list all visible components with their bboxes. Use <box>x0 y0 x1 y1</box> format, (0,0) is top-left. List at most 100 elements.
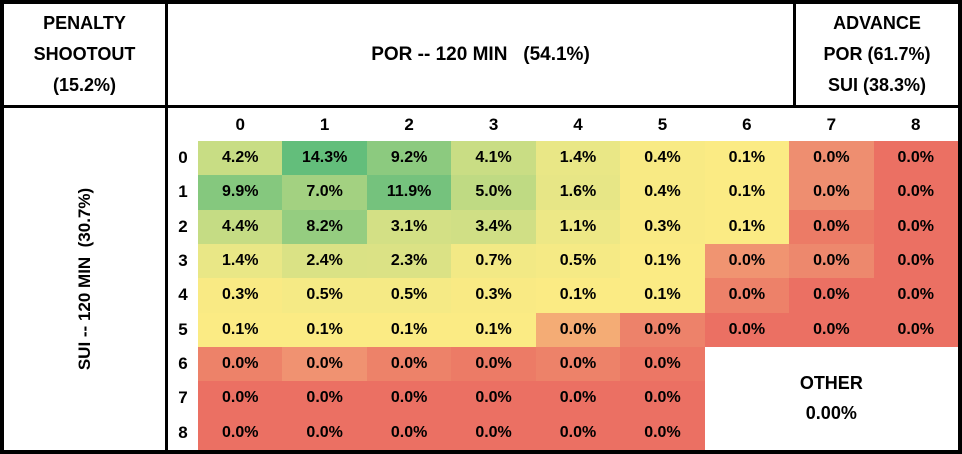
col-header-4: 4 <box>535 108 621 141</box>
cell-sui5-por4: 0.0% <box>535 312 621 347</box>
cell-sui8-por4: 0.0% <box>535 415 621 450</box>
cell-sui0-por6: 0.1% <box>704 141 790 176</box>
cell-sui6-por1: 0.0% <box>282 346 367 382</box>
sui-axis-column: SUI -- 120 MIN (30.7%) <box>4 108 168 450</box>
cell-sui5-por2: 0.1% <box>366 312 452 347</box>
header-row: PENALTY SHOOTOUT (15.2%) POR -- 120 MIN … <box>4 4 958 108</box>
cell-sui1-por4: 1.6% <box>535 175 621 210</box>
cell-sui4-por1: 0.5% <box>282 278 367 313</box>
cell-sui0-por3: 4.1% <box>451 141 536 176</box>
cell-sui3-por1: 2.4% <box>282 243 367 279</box>
penalty-pct: (15.2%) <box>52 75 117 95</box>
col-header-2: 2 <box>366 108 452 141</box>
col-header-3: 3 <box>451 108 536 141</box>
cell-sui2-por2: 3.1% <box>366 209 452 244</box>
cell-sui1-por8: 0.0% <box>873 175 958 210</box>
penalty-shootout-box: PENALTY SHOOTOUT (15.2%) <box>4 4 168 105</box>
cell-sui4-por5: 0.1% <box>620 278 705 313</box>
cell-sui2-por7: 0.0% <box>789 209 874 244</box>
cell-sui7-por3: 0.0% <box>451 381 536 416</box>
cell-sui4-por7: 0.0% <box>789 278 874 313</box>
cell-sui4-por0: 0.3% <box>198 278 283 313</box>
cell-sui1-por6: 0.1% <box>704 175 790 210</box>
cell-sui6-por5: 0.0% <box>620 346 705 382</box>
other-value: 0.00% <box>805 403 857 424</box>
cell-sui3-por4: 0.5% <box>535 243 621 279</box>
col-header-7: 7 <box>789 108 874 141</box>
col-header-6: 6 <box>704 108 790 141</box>
col-header-0: 0 <box>198 108 283 141</box>
cell-sui3-por2: 2.3% <box>366 243 452 279</box>
cell-sui0-por2: 9.2% <box>366 141 452 176</box>
col-header-5: 5 <box>620 108 705 141</box>
cell-sui3-por7: 0.0% <box>789 243 874 279</box>
cell-sui7-por1: 0.0% <box>282 381 367 416</box>
cell-sui1-por0: 9.9% <box>198 175 283 210</box>
cell-sui0-por7: 0.0% <box>789 141 874 176</box>
cell-sui5-por0: 0.1% <box>198 312 283 347</box>
cell-sui0-por5: 0.4% <box>620 141 705 176</box>
cell-sui3-por8: 0.0% <box>873 243 958 279</box>
cell-sui6-por0: 0.0% <box>198 346 283 382</box>
cell-sui0-por4: 1.4% <box>535 141 621 176</box>
cell-sui1-por2: 11.9% <box>366 175 452 210</box>
cell-sui6-por2: 0.0% <box>366 346 452 382</box>
cell-sui6-por4: 0.0% <box>535 346 621 382</box>
cell-sui8-por5: 0.0% <box>620 415 705 450</box>
cell-sui7-por0: 0.0% <box>198 381 283 416</box>
cell-sui8-por2: 0.0% <box>366 415 452 450</box>
cell-sui6-por3: 0.0% <box>451 346 536 382</box>
cell-sui3-por5: 0.1% <box>620 243 705 279</box>
penalty-line-1: PENALTY <box>43 13 126 33</box>
row-header-7: 7 <box>168 381 198 416</box>
cell-sui4-por3: 0.3% <box>451 278 536 313</box>
col-header-8: 8 <box>873 108 958 141</box>
row-header-1: 1 <box>168 175 198 210</box>
cell-sui5-por8: 0.0% <box>873 312 958 347</box>
cell-sui2-por1: 8.2% <box>282 209 367 244</box>
cell-sui8-por0: 0.0% <box>198 415 283 450</box>
row-header-0: 0 <box>168 141 198 176</box>
cell-sui5-por3: 0.1% <box>451 312 536 347</box>
advance-title: ADVANCE <box>833 13 921 33</box>
heatmap-grid: OTHER 0.00% 0 1 2 3 4 5 6 7 8 0 4.2% 14.3% 9.2% 4.1% 1… <box>168 108 958 450</box>
cell-sui5-por7: 0.0% <box>789 312 874 347</box>
cell-sui7-por5: 0.0% <box>620 381 705 416</box>
other-label: OTHER <box>799 373 863 394</box>
cell-sui4-por8: 0.0% <box>873 278 958 313</box>
cell-sui1-por3: 5.0% <box>451 175 536 210</box>
cell-sui3-por0: 1.4% <box>198 243 283 279</box>
cell-sui5-por5: 0.0% <box>620 312 705 347</box>
row-header-8: 8 <box>168 415 198 450</box>
row-header-4: 4 <box>168 278 198 313</box>
cell-sui1-por5: 0.4% <box>620 175 705 210</box>
col-header-1: 1 <box>282 108 367 141</box>
row-header-2: 2 <box>168 209 198 244</box>
cell-sui0-por0: 4.2% <box>198 141 283 176</box>
cell-sui1-por1: 7.0% <box>282 175 367 210</box>
cell-sui5-por6: 0.0% <box>704 312 790 347</box>
cell-sui2-por3: 3.4% <box>451 209 536 244</box>
cell-sui8-por3: 0.0% <box>451 415 536 450</box>
row-header-5: 5 <box>168 312 198 347</box>
other-box: OTHER 0.00% <box>704 346 958 450</box>
cell-sui2-por4: 1.1% <box>535 209 621 244</box>
cell-sui4-por4: 0.1% <box>535 278 621 313</box>
advance-por-pct: POR (61.7%) <box>823 44 931 64</box>
advance-sui-pct: SUI (38.3%) <box>827 75 927 95</box>
advance-box: ADVANCE POR (61.7%) SUI (38.3%) <box>793 4 958 105</box>
cell-sui0-por8: 0.0% <box>873 141 958 176</box>
cell-sui2-por8: 0.0% <box>873 209 958 244</box>
cell-sui3-por3: 0.7% <box>451 243 536 279</box>
cell-sui7-por2: 0.0% <box>366 381 452 416</box>
por-axis-label: POR -- 120 MIN (54.1%) <box>371 43 590 65</box>
cell-sui4-por6: 0.0% <box>704 278 790 313</box>
penalty-line-2: SHOOTOUT <box>33 44 136 64</box>
cell-sui4-por2: 0.5% <box>366 278 452 313</box>
cell-sui2-por0: 4.4% <box>198 209 283 244</box>
cell-sui7-por4: 0.0% <box>535 381 621 416</box>
row-header-3: 3 <box>168 243 198 279</box>
